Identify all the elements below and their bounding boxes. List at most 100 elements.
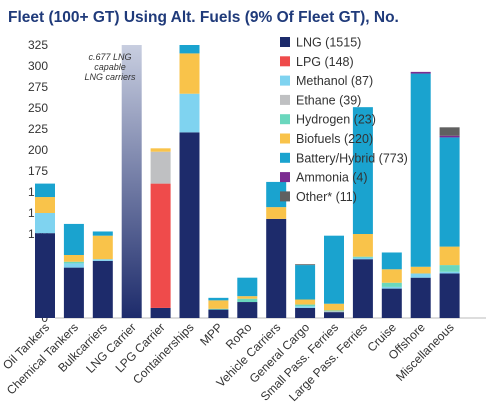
bar-segment <box>237 302 258 318</box>
bar-segment <box>208 309 229 318</box>
bar-segment <box>439 135 460 138</box>
bar-segment <box>381 286 402 289</box>
bar-segment <box>352 234 373 257</box>
y-tick-label: 200 <box>28 143 48 157</box>
legend-label: Methanol (87) <box>296 74 373 88</box>
bar-segment <box>381 252 402 270</box>
bar-segment <box>381 282 402 287</box>
bar-segment <box>295 306 316 308</box>
bar-segment <box>179 53 200 94</box>
bar-segment <box>295 304 316 307</box>
legend-label: Other* (11) <box>296 190 357 204</box>
bar-segment <box>295 264 316 266</box>
bar-segment <box>324 310 344 312</box>
legend-label: Ethane (39) <box>296 93 361 107</box>
bar-segment <box>35 183 55 198</box>
bar-segment <box>324 235 344 304</box>
bars <box>35 45 460 318</box>
bar-segment <box>410 73 431 267</box>
y-tick-label: 225 <box>28 122 48 136</box>
bar-segment <box>410 71 431 74</box>
bar-segment <box>92 235 113 260</box>
bar-segment <box>266 207 287 219</box>
bar-segment <box>381 269 402 283</box>
legend-swatch <box>280 56 290 67</box>
legend: LNG (1515) LPG (148) Methanol (87) Ethane (… <box>280 36 408 204</box>
bar-segment <box>295 299 316 305</box>
annotation-line: capable <box>94 62 126 72</box>
y-tick-label: 300 <box>28 59 48 73</box>
bar-segment <box>208 297 229 301</box>
bar-segment <box>179 132 200 318</box>
bar-segment <box>324 312 344 318</box>
bar-segment <box>92 231 113 236</box>
bar-segment <box>150 151 171 184</box>
bar-segment <box>324 303 344 311</box>
chart-title: Fleet (100+ GT) Using Alt. Fuels (9% Of … <box>8 9 399 26</box>
bar-segment <box>439 127 460 136</box>
bar-segment <box>381 288 402 318</box>
bar-segment <box>439 273 460 318</box>
legend-label: Battery/Hybrid (773) <box>296 151 408 165</box>
bar-segment <box>63 255 84 262</box>
legend-swatch <box>280 37 290 47</box>
legend-swatch <box>280 172 290 183</box>
bar-segment <box>63 223 84 255</box>
y-tick-label: 250 <box>28 101 48 115</box>
bar-segment-lng-carrier <box>121 45 142 318</box>
bar-segment <box>295 307 316 318</box>
legend-label: LNG (1515) <box>296 36 361 50</box>
legend-swatch <box>280 94 290 105</box>
legend-label: LPG (148) <box>296 55 354 69</box>
legend-swatch <box>280 152 290 163</box>
legend-swatch <box>280 75 290 86</box>
legend-swatch <box>280 133 290 144</box>
legend-label: Hydrogen (23) <box>296 113 376 127</box>
bar-segment <box>150 148 171 152</box>
bar-segment <box>63 267 84 318</box>
legend-label: Biofuels (220) <box>296 132 373 146</box>
bar-segment <box>150 183 171 308</box>
bar-segment <box>324 311 344 313</box>
bar-segment <box>150 307 171 318</box>
bar-segment <box>237 296 258 299</box>
bar-segment <box>35 233 55 318</box>
annotation-line: LNG carriers <box>84 72 136 82</box>
bar-segment <box>439 271 460 274</box>
bar-segment <box>295 265 316 300</box>
bar-segment <box>208 300 229 309</box>
annotation-line: c.677 LNG <box>88 52 131 62</box>
y-tick-label: 275 <box>28 80 48 94</box>
bar-segment <box>35 197 55 213</box>
bar-segment <box>237 298 258 303</box>
bar-segment <box>439 265 460 272</box>
bar-segment <box>439 137 460 247</box>
bar-segment <box>63 263 84 268</box>
bar-segment <box>439 246 460 266</box>
bar-segment <box>266 218 287 318</box>
bar-segment <box>179 45 200 54</box>
legend-swatch <box>280 191 290 202</box>
bar-segment <box>179 93 200 133</box>
bar-segment <box>92 259 113 261</box>
y-tick-label: 175 <box>28 164 48 178</box>
bar-segment <box>35 213 55 234</box>
legend-swatch <box>280 114 290 125</box>
bar-segment <box>352 257 373 260</box>
bar-segment <box>237 277 258 297</box>
bar-segment <box>410 266 431 274</box>
bar-segment <box>352 256 373 258</box>
bar-segment <box>352 107 373 234</box>
bar-segment <box>208 308 229 310</box>
legend-label: Ammonia (4) <box>296 171 368 185</box>
bar-segment <box>410 277 431 318</box>
x-tick-label: MPP <box>197 320 225 348</box>
bar-segment <box>352 259 373 318</box>
bar-segment <box>410 273 431 278</box>
bar-segment <box>63 261 84 264</box>
bar-segment <box>92 260 113 318</box>
y-tick-label: 325 <box>28 38 48 52</box>
